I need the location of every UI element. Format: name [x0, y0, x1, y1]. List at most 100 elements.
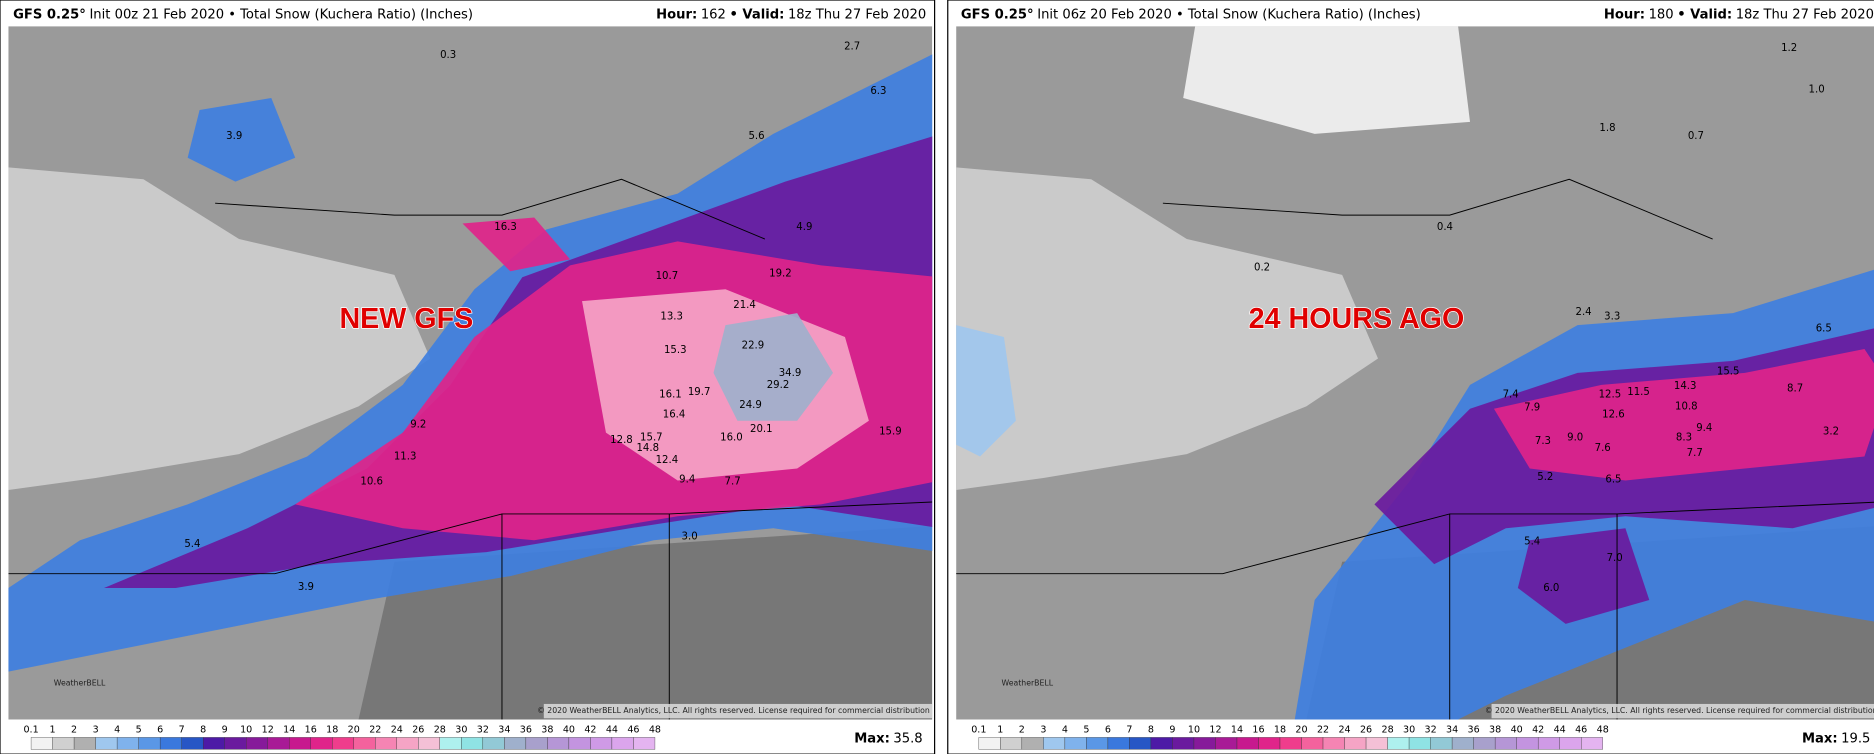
snow-value: 0.7 — [1688, 131, 1704, 142]
colorbar-label: 16 — [305, 725, 317, 736]
colorbar-label: 38 — [1489, 725, 1501, 736]
snow-value: 8.7 — [1787, 383, 1803, 394]
colorbar-swatch — [95, 737, 118, 750]
snow-value: 15.9 — [879, 426, 902, 437]
snow-value: 15.3 — [664, 345, 687, 356]
snow-area — [1183, 26, 1471, 134]
colorbar-label: 12 — [262, 725, 274, 736]
copyright: © 2020 WeatherBELL Analytics, LLC. All r… — [537, 706, 930, 715]
snow-value: 9.4 — [1696, 423, 1712, 434]
map-panel: GFS 0.25° Init 06z 20 Feb 2020 • Total Sn… — [947, 0, 1874, 754]
colorbar-swatch — [1365, 737, 1388, 750]
colorbar-label: 42 — [1532, 725, 1544, 736]
hour: 162 — [701, 7, 726, 22]
colorbar-swatch — [418, 737, 440, 750]
colorbar-label: 14 — [1231, 725, 1243, 736]
colorbar-swatch — [1559, 737, 1582, 750]
snow-value: 15.7 — [640, 432, 663, 443]
colorbar-swatch — [138, 737, 161, 750]
colorbar-label: 10 — [1188, 725, 1200, 736]
max-label: Max: — [1802, 731, 1838, 746]
colorbar-swatch — [568, 737, 591, 750]
colorbar-swatch — [1021, 737, 1044, 750]
colorbar-swatch — [375, 737, 397, 750]
snow-value: 0.2 — [1254, 263, 1270, 274]
colorbar-label: 26 — [412, 725, 424, 736]
colorbar-label: 26 — [1360, 725, 1372, 736]
colorbar-label: 12 — [1209, 725, 1221, 736]
colorbar-swatch — [978, 737, 1001, 750]
snow-area — [1517, 528, 1650, 624]
colorbar-swatch — [461, 737, 484, 750]
colorbar-label: 4 — [114, 725, 120, 736]
colorbar-label: 40 — [563, 725, 575, 736]
snow-value: 12.6 — [1602, 410, 1625, 421]
hour: 180 — [1649, 7, 1674, 22]
snow-value: 3.9 — [298, 582, 314, 593]
colorbar-label: 18 — [326, 725, 338, 736]
colorbar-swatch — [525, 737, 548, 750]
snow-value: 12.8 — [610, 435, 633, 446]
colorbar-label: 8 — [1148, 725, 1154, 736]
colorbar-swatch — [1172, 737, 1195, 750]
snow-value: 0.4 — [1437, 222, 1453, 233]
snow-value: 16.0 — [720, 432, 743, 443]
colorbar-label: 28 — [1381, 725, 1393, 736]
snow-value: 19.7 — [688, 387, 711, 398]
colorbar-swatch — [1279, 737, 1302, 750]
colorbar-swatch — [633, 737, 656, 750]
colorbar-swatch — [353, 737, 376, 750]
colorbar-swatch — [289, 737, 311, 750]
snow-value: 9.0 — [1567, 432, 1583, 443]
colorbar-swatch — [1129, 737, 1152, 750]
colorbar-swatch — [202, 737, 225, 750]
colorbar-label: 8 — [200, 725, 206, 736]
colorbar-swatch — [267, 737, 290, 750]
colorbar-swatch — [1430, 737, 1453, 750]
snow-value: 7.3 — [1535, 436, 1551, 447]
snow-value: 3.0 — [682, 532, 698, 543]
colorbar-label: 44 — [1554, 725, 1566, 736]
colorbar-label: 30 — [455, 725, 467, 736]
colorbar-swatch — [482, 737, 505, 750]
colorbar-swatch — [396, 737, 419, 750]
colorbar-label: 7 — [1126, 725, 1132, 736]
init-time: Init 06z 20 Feb 2020 • Total Snow (Kuche… — [1037, 7, 1421, 22]
colorbar-label: 22 — [1317, 725, 1329, 736]
colorbar-swatch — [1581, 737, 1603, 750]
colorbar-swatch — [1258, 737, 1281, 750]
colorbar-swatch — [1516, 737, 1539, 750]
snow-value: 7.9 — [1524, 403, 1540, 414]
snow-value: 7.0 — [1607, 553, 1623, 564]
snow-value: 9.4 — [679, 474, 695, 485]
snow-value: 14.3 — [1674, 381, 1697, 392]
colorbar-swatch — [439, 737, 462, 750]
snow-value: 21.4 — [733, 300, 756, 311]
valid-label: • Valid: — [729, 7, 784, 22]
copyright: © 2020 WeatherBELL Analytics, LLC. All r… — [1485, 706, 1874, 715]
valid-time: 18z Thu 27 Feb 2020 — [1736, 7, 1874, 22]
colorbar-label: 34 — [498, 725, 510, 736]
map-area: 16.3 19.2 21.4 22.9 34.929.2 24.9 15.3 13.3 10.7… — [8, 26, 933, 720]
snow-value: 20.1 — [750, 424, 773, 435]
colorbar-swatch — [1408, 737, 1431, 750]
snow-value: 15.5 — [1717, 367, 1740, 378]
colorbar-swatch — [547, 737, 570, 750]
colorbar-swatch — [611, 737, 634, 750]
snow-value: 24.9 — [739, 400, 762, 411]
snow-value: 16.3 — [494, 222, 517, 233]
overlay-label: NEW GFS — [339, 303, 473, 335]
snow-value: 1.8 — [1599, 123, 1615, 134]
model-name: GFS 0.25° — [961, 7, 1034, 22]
snow-value: 11.5 — [1627, 387, 1650, 398]
snow-value: 10.7 — [656, 271, 679, 282]
colorbar-label: 3 — [1040, 725, 1046, 736]
colorbar-swatch — [52, 737, 75, 750]
colorbar-swatch — [1322, 737, 1345, 750]
colorbar-swatch — [224, 737, 247, 750]
colorbar-label: 1 — [997, 725, 1003, 736]
colorbar-label: 22 — [369, 725, 381, 736]
map-area: 1.2 1.0 0.7 15.5 14.3 12.5 11.5 12.6 10.8 9.4 8.3 7… — [956, 26, 1874, 720]
snow-value: 5.6 — [748, 131, 764, 142]
colorbar-label: 44 — [606, 725, 618, 736]
